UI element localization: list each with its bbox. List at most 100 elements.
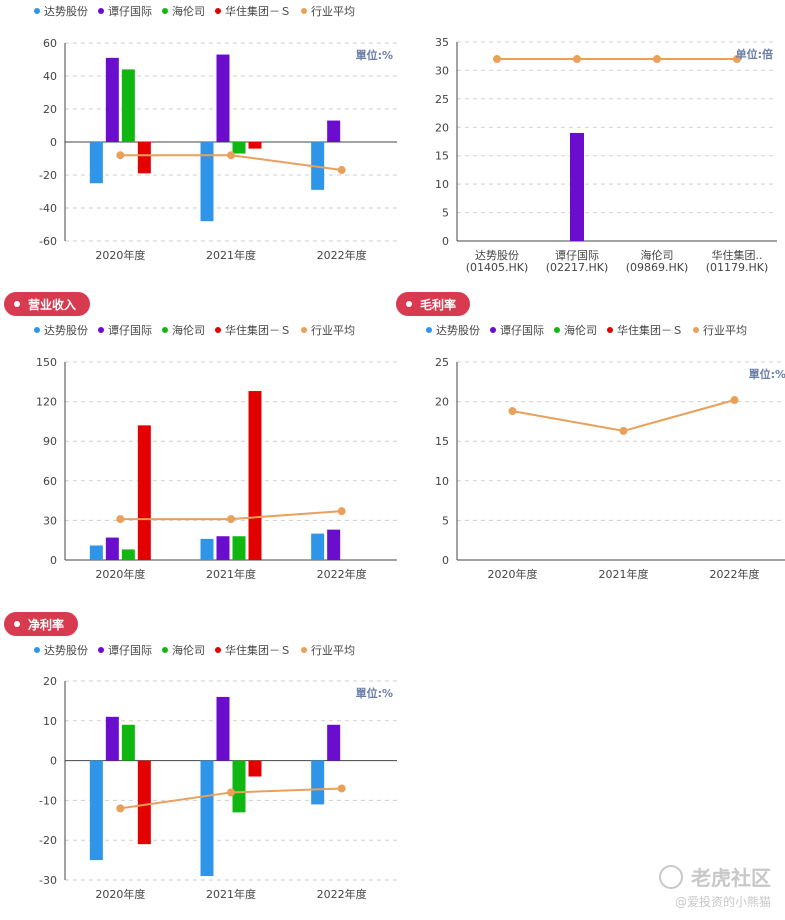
legend-label: 行业平均 <box>703 324 747 337</box>
legend-item[interactable]: 达势股份 <box>426 322 480 338</box>
avg-point <box>337 784 346 793</box>
bar <box>121 69 135 142</box>
legend-dot-icon <box>34 647 40 653</box>
legend-item[interactable]: 华住集团－Ｓ <box>607 322 683 338</box>
legend-item[interactable]: 海伦司 <box>162 3 205 19</box>
y-tick-label: 60 <box>43 475 57 488</box>
bar <box>311 760 325 805</box>
legend-item[interactable]: 行业平均 <box>693 322 747 338</box>
legend-dot-icon <box>607 327 613 333</box>
section-pill-net-margin[interactable]: 净利率 <box>4 612 79 636</box>
avg-line <box>512 399 735 432</box>
legend-item[interactable]: 达势股份 <box>34 322 88 338</box>
legend-label: 谭仔国际 <box>108 324 152 337</box>
bar <box>232 536 246 560</box>
watermark: 老虎社区 @爱投资的小熊猫 <box>659 862 771 910</box>
legend-item[interactable]: 华住集团－Ｓ <box>215 322 291 338</box>
section-pill-gross-margin[interactable]: 毛利率 <box>396 292 471 316</box>
x-tick-label: 2020年度 <box>95 248 145 262</box>
legend-item[interactable]: 海伦司 <box>162 642 205 658</box>
bar <box>327 724 341 761</box>
avg-point <box>508 407 517 416</box>
bar <box>232 760 246 813</box>
y-tick-label: 0 <box>50 136 57 149</box>
avg-point <box>493 55 501 64</box>
legend-label: 行业平均 <box>311 324 355 337</box>
legend-item[interactable]: 华住集团－Ｓ <box>215 3 291 19</box>
legend-dot-icon <box>34 327 40 333</box>
bar <box>200 538 214 560</box>
x-tick-label: 2020年度 <box>488 567 538 581</box>
legend-item[interactable]: 谭仔国际 <box>98 322 152 338</box>
legend-label: 华住集团－Ｓ <box>225 5 291 18</box>
y-tick-label: 25 <box>435 356 449 369</box>
legend-item[interactable]: 谭仔国际 <box>98 3 152 19</box>
bar <box>105 716 119 761</box>
legend-label: 海伦司 <box>564 324 597 337</box>
x-tick-label: (09869.HK) <box>626 261 689 274</box>
x-tick-label: 2022年度 <box>317 567 367 581</box>
avg-point <box>227 151 235 160</box>
legend-item[interactable]: 谭仔国际 <box>490 322 544 338</box>
y-tick-label: 90 <box>43 435 57 448</box>
legend-4: 达势股份 谭仔国际 海伦司 华住集团－Ｓ 行业平均 <box>426 322 747 338</box>
legend-dot-icon <box>98 8 104 14</box>
watermark-sub: @爱投资的小熊猫 <box>674 895 771 909</box>
legend-label: 谭仔国际 <box>108 5 152 18</box>
y-tick-label: 0 <box>442 235 449 248</box>
bar <box>200 142 214 222</box>
y-tick-label: 60 <box>43 37 57 50</box>
watermark-main: 老虎社区 <box>691 866 771 890</box>
section-pill-revenue[interactable]: 营业收入 <box>4 292 91 316</box>
unit-label: 单位:倍 <box>736 47 773 61</box>
legend-item[interactable]: 达势股份 <box>34 3 88 19</box>
legend-item[interactable]: 华住集团－Ｓ <box>215 642 291 658</box>
x-tick-label: 达势股份 <box>475 249 519 262</box>
legend-item[interactable]: 谭仔国际 <box>98 642 152 658</box>
bar <box>89 760 103 861</box>
y-tick-label: 25 <box>435 93 449 106</box>
legend-label: 华住集团－Ｓ <box>617 324 683 337</box>
y-tick-label: 0 <box>442 554 449 567</box>
pill-dot-icon <box>14 301 20 307</box>
bar <box>216 54 230 142</box>
y-tick-label: -20 <box>39 834 57 847</box>
chart-3: 150 120 90 60 30 0 2020年度 2021年度 2022年度 <box>36 356 397 581</box>
y-tick-label: -30 <box>39 874 57 887</box>
pill-label: 营业收入 <box>28 297 77 312</box>
legend-label: 达势股份 <box>436 324 480 337</box>
x-tick-label: (01179.HK) <box>706 261 769 274</box>
x-tick-label: 2021年度 <box>206 567 256 581</box>
x-tick-label: 2020年度 <box>95 567 145 581</box>
x-tick-label: 2020年度 <box>95 887 145 901</box>
x-tick-label: (01405.HK) <box>466 261 529 274</box>
legend-dot-icon <box>162 8 168 14</box>
legend-dot-icon <box>215 327 221 333</box>
unit-label: 單位:% <box>356 686 393 700</box>
legend-3: 达势股份 谭仔国际 海伦司 华住集团－Ｓ 行业平均 <box>34 322 355 338</box>
legend-item[interactable]: 行业平均 <box>301 322 355 338</box>
y-tick-label: 120 <box>36 396 57 409</box>
legend-dot-icon <box>162 647 168 653</box>
legend-label: 海伦司 <box>172 324 205 337</box>
legend-item[interactable]: 行业平均 <box>301 642 355 658</box>
y-tick-label: 20 <box>43 103 57 116</box>
avg-point <box>619 426 628 435</box>
legend-item[interactable]: 达势股份 <box>34 642 88 658</box>
legend-item[interactable]: 行业平均 <box>301 3 355 19</box>
y-tick-label: -10 <box>39 794 57 807</box>
legend-label: 达势股份 <box>44 644 88 657</box>
x-tick-label: (02217.HK) <box>546 261 609 274</box>
legend-item[interactable]: 海伦司 <box>162 322 205 338</box>
y-tick-label: -60 <box>39 235 57 248</box>
bar <box>232 142 246 154</box>
bar <box>216 536 230 560</box>
x-tick-label: 华住集团.. <box>712 248 763 262</box>
legend-item[interactable]: 海伦司 <box>554 322 597 338</box>
pill-label: 净利率 <box>28 617 65 632</box>
x-tick-label: 2021年度 <box>206 248 256 262</box>
legend-dot-icon <box>162 327 168 333</box>
legend-dot-icon <box>426 327 432 333</box>
legend-label: 行业平均 <box>311 644 355 657</box>
x-tick-label: 2021年度 <box>599 567 649 581</box>
